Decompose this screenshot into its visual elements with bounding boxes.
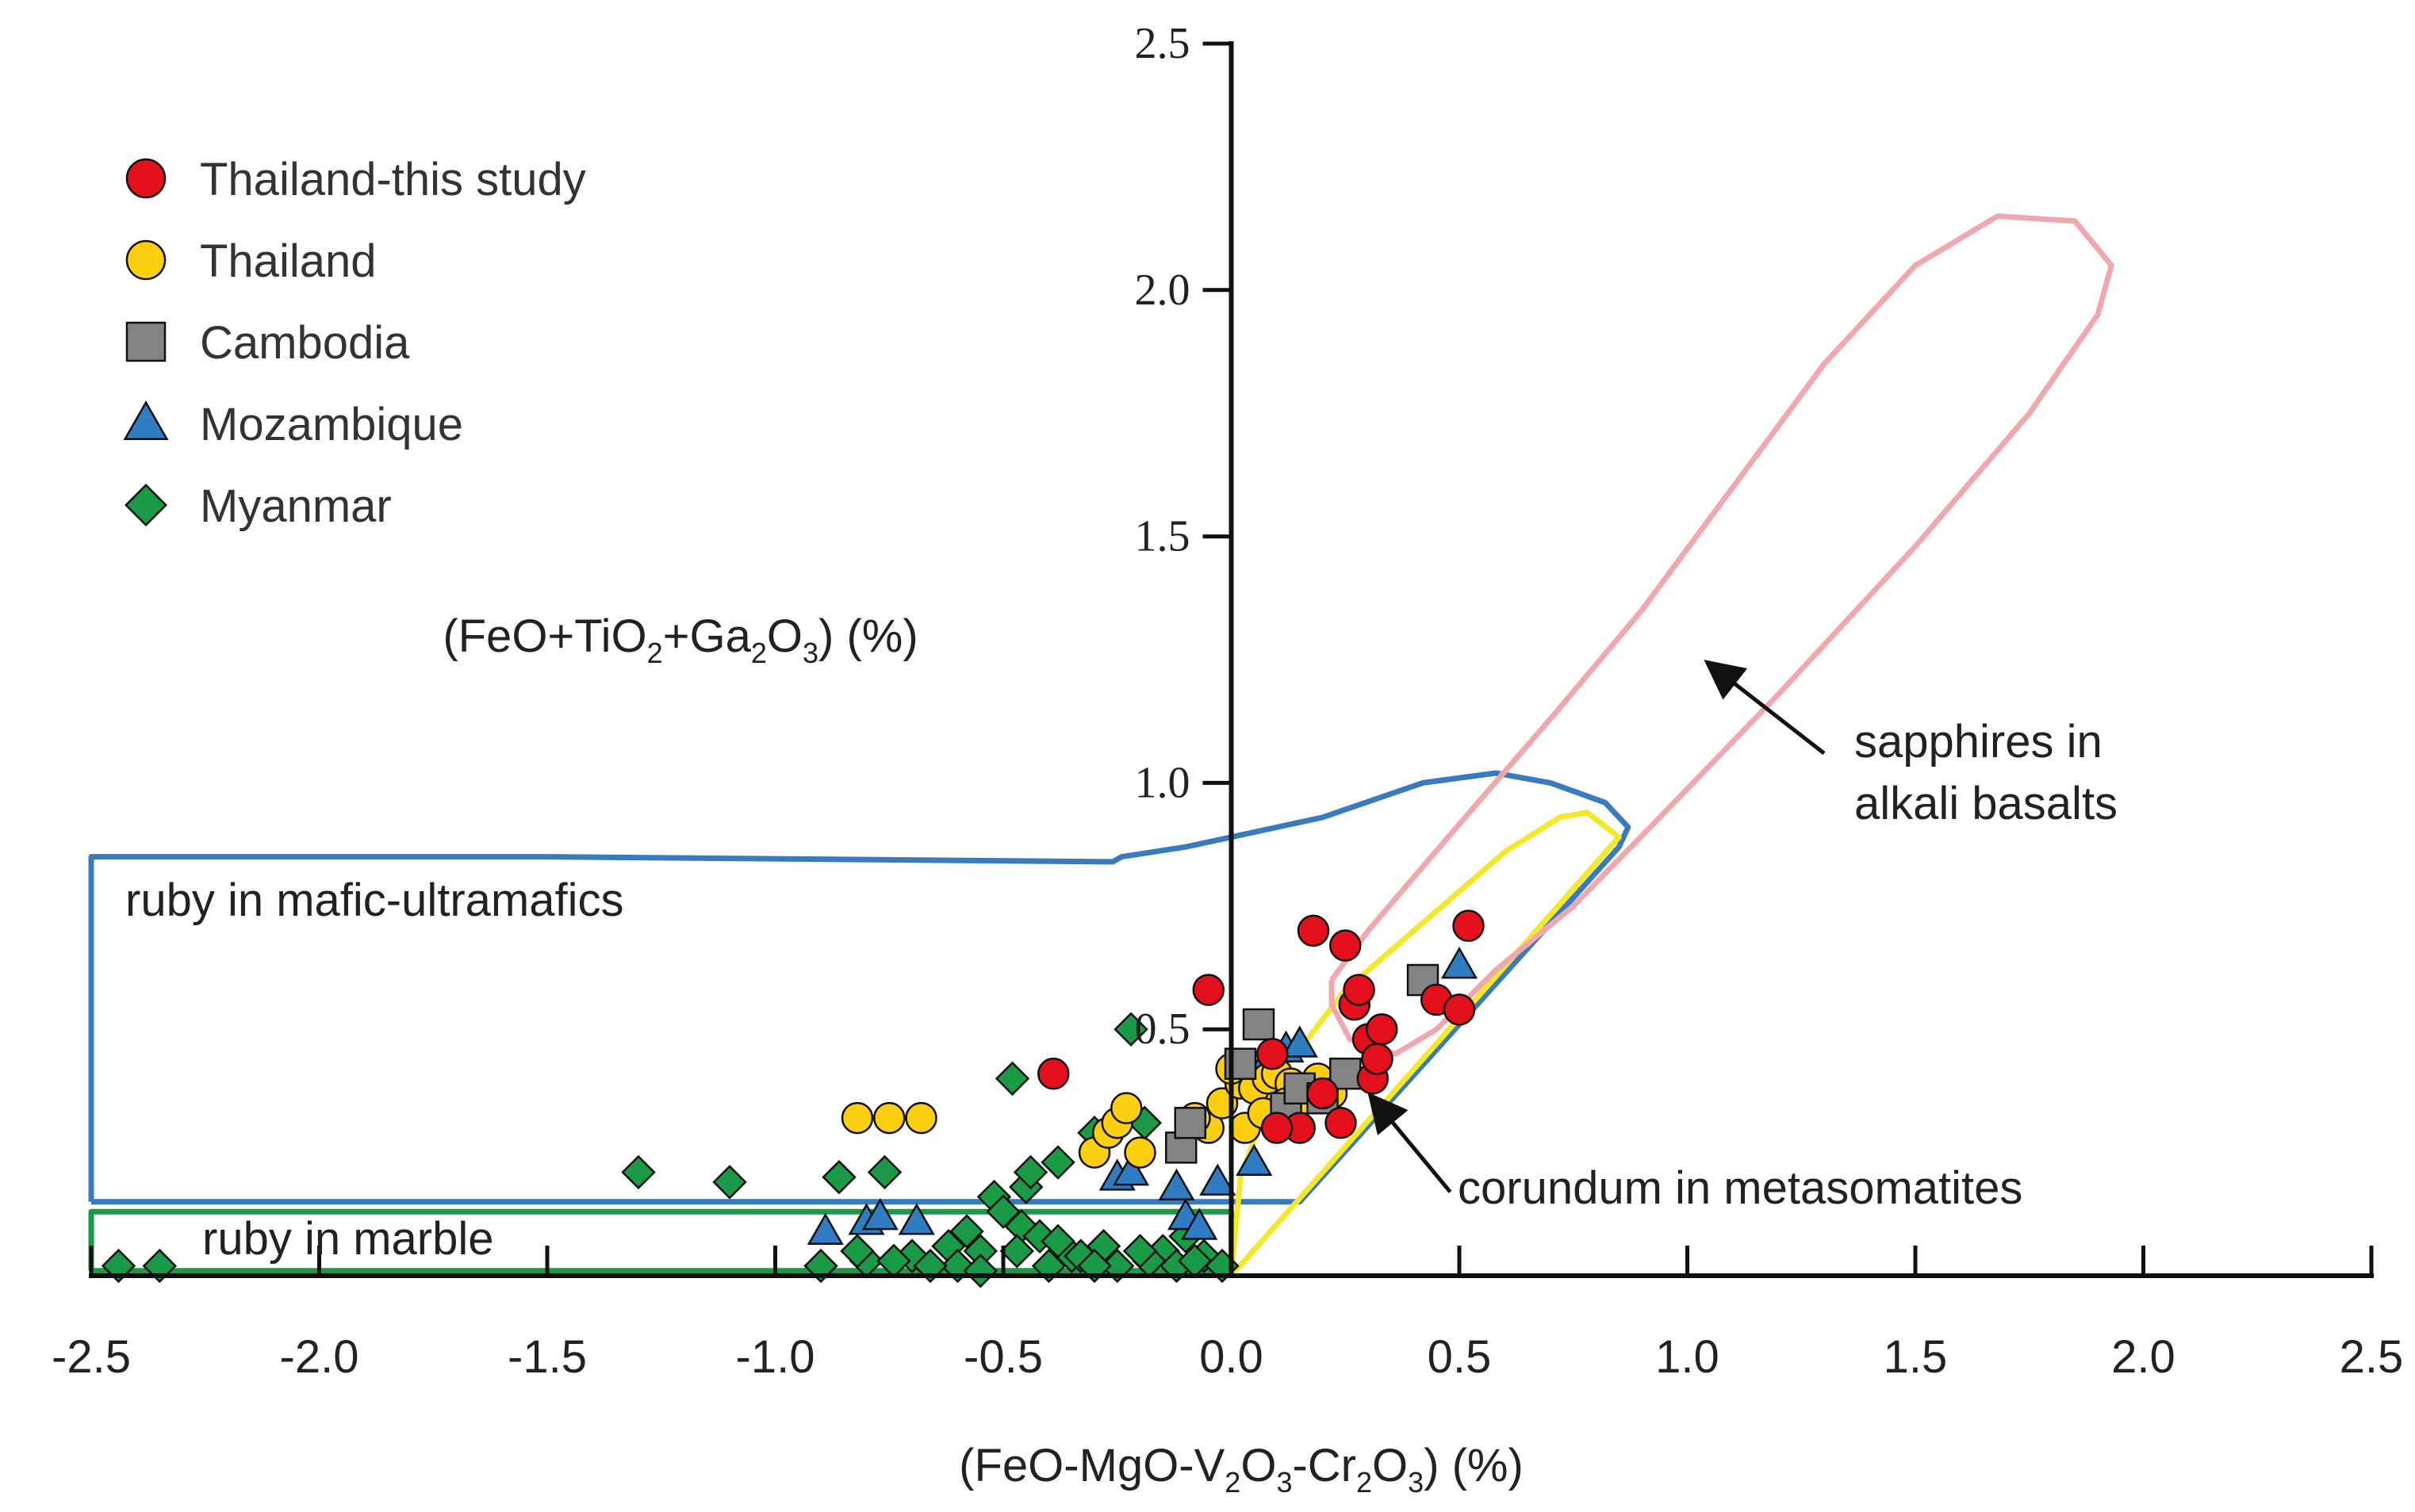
y-tick-label: 2.5 [1135,19,1190,68]
legend-label: Myanmar [200,480,392,532]
point-thailand-this-study [1297,914,1330,947]
x-tick-label: 2.5 [2340,1331,2404,1383]
y-tick-label: 1.0 [1135,758,1190,807]
point-thailand-this-study [1343,974,1375,1006]
point-mozambique [1199,1163,1236,1196]
point-myanmar [840,1234,875,1269]
legend-marker-thailand-this-study [125,158,167,199]
point-myanmar [949,1214,984,1249]
point-cambodia [1174,1107,1206,1139]
point-thailand-this-study [1306,1077,1339,1110]
label-metasomatites: corundum in metasomatites [1458,1162,2022,1214]
point-thailand [1110,1092,1143,1124]
legend-label: Mozambique [200,399,463,450]
legend-marker-mozambique [123,400,169,441]
legend-label: Thailand-this study [200,154,586,205]
point-thailand-this-study [1329,929,1362,962]
y-axis-title: (FeO+TiO2+Ga2O3) (%) [443,611,918,669]
point-thailand-this-study [1324,1107,1357,1139]
point-myanmar [142,1248,177,1284]
x-axis-title: (FeO-MgO-V2O3-Cr2O3) (%) [959,1440,1524,1499]
label-basalts-line1: sapphires in [1854,716,2103,767]
point-myanmar [895,1238,930,1273]
field-ruby-in-mafic-ultramafics [88,770,1631,1205]
legend-marker-thailand [125,239,167,281]
point-mozambique [1112,1154,1150,1186]
point-myanmar [822,1159,857,1195]
x-tick-label: -1.0 [736,1331,815,1383]
x-tick-label: 2.0 [2111,1331,2175,1383]
x-tick-label: 0.0 [1199,1331,1263,1383]
point-thailand-this-study [1443,993,1476,1026]
point-mozambique [861,1197,899,1231]
point-myanmar [101,1248,136,1284]
point-mozambique [898,1203,935,1235]
point-myanmar [963,1254,998,1288]
point-thailand-this-study [1192,974,1225,1006]
point-mozambique [807,1212,844,1245]
point-myanmar [1064,1238,1098,1273]
point-thailand [841,1101,874,1135]
y-axis-ticks: 0.5 1.0 1.5 2.0 2.5 [1135,19,1232,1054]
data-points [101,909,1485,1288]
x-tick-label: -1.5 [508,1331,587,1383]
y-tick-label: 2.0 [1135,266,1190,315]
label-marble: ruby in marble [202,1213,493,1265]
point-myanmar [995,1061,1030,1097]
point-myanmar [1114,1012,1148,1047]
point-mozambique [1281,1025,1318,1058]
point-myanmar [867,1154,903,1190]
legend-label: Thailand [200,235,376,287]
legend: Thailand-this study Thailand Cambodia Mozam… [123,154,586,532]
point-thailand-this-study [1361,1043,1393,1075]
point-thailand-this-study [1256,1038,1289,1070]
point-thailand-this-study [1452,909,1485,942]
point-thailand-this-study [1260,1112,1294,1144]
point-mozambique [1181,1208,1218,1240]
x-tick-label: 0.5 [1428,1331,1492,1383]
point-thailand [873,1101,906,1135]
point-myanmar [1041,1223,1075,1259]
y-tick-label: 0.5 [1135,1005,1190,1054]
x-tick-label: -2.5 [52,1331,131,1383]
point-myanmar [1022,1219,1057,1254]
legend-marker-myanmar [125,484,167,526]
point-myanmar [712,1165,747,1200]
point-cambodia [1242,1008,1275,1041]
y-tick-label: 1.5 [1135,512,1190,561]
legend-label: Cambodia [200,317,410,369]
point-myanmar [621,1154,656,1190]
point-thailand [1124,1136,1156,1169]
point-myanmar [1122,1234,1158,1269]
field-sapphires-in-alkali-basalts [1328,213,2114,1057]
point-thailand [905,1101,937,1135]
point-myanmar [1013,1154,1048,1190]
field-boundaries [88,213,2114,1278]
point-myanmar [1041,1145,1075,1180]
point-thailand-this-study [1037,1057,1070,1090]
arrow-basalts [1704,660,1826,756]
x-tick-label: -0.5 [964,1331,1043,1383]
point-mozambique [1236,1143,1273,1176]
x-tick-label: 1.0 [1655,1331,1719,1383]
point-myanmar [999,1234,1034,1269]
label-basalts-line2: alkali basalts [1854,778,2118,829]
x-tick-label: 1.5 [1884,1331,1948,1383]
x-tick-label: -2.0 [280,1331,359,1383]
point-mozambique [1158,1168,1195,1201]
point-mozambique [1440,946,1478,979]
point-thailand-this-study [1366,1012,1398,1046]
x-axis-ticks: -2.5 -2.0 -1.5 -1.0 -0.5 0.0 0.5 1.0 1.5 2.0 2.5 [52,1246,2403,1383]
legend-marker-cambodia [125,321,167,362]
label-mafic-ultramafics: ruby in mafic-ultramafics [125,875,623,926]
arrow-metasomatites [1367,1092,1452,1193]
